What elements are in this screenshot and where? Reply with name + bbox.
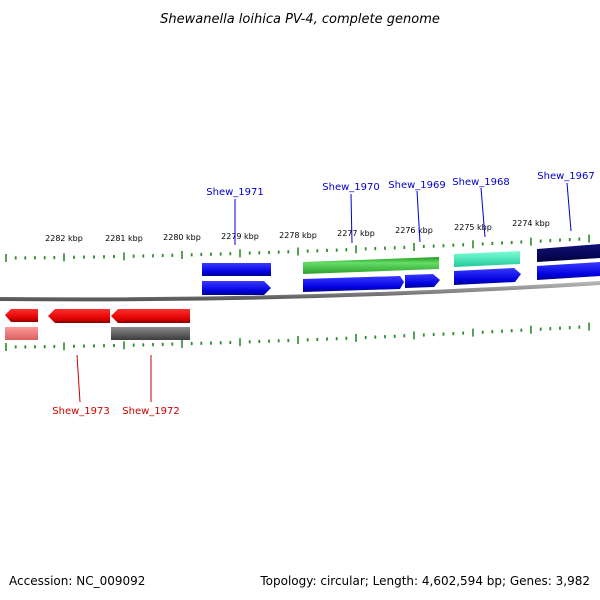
gene-label-shew-1969[interactable]: Shew_1969 bbox=[388, 180, 445, 191]
gene-shew-1970-inner[interactable] bbox=[303, 276, 404, 292]
map-title: Shewanella loihica PV-4, complete genome bbox=[160, 12, 440, 27]
gene-shew-1967-outer[interactable] bbox=[537, 244, 600, 262]
kbp-label-2278: 2278 kbp bbox=[279, 231, 317, 240]
gene-shew-1968-inner[interactable] bbox=[454, 268, 521, 285]
accession-text: Accession: NC_009092 bbox=[9, 574, 146, 588]
gene-label-shew-1972[interactable]: Shew_1972 bbox=[122, 406, 179, 417]
kbp-label-2275: 2275 kbp bbox=[454, 223, 492, 232]
kbp-label-2282: 2282 kbp bbox=[45, 234, 83, 243]
ruler-lower bbox=[5, 322, 590, 351]
gene-shew-1967-inner[interactable] bbox=[537, 262, 600, 280]
kbp-label-2274: 2274 kbp bbox=[512, 219, 550, 228]
gene-label-lines bbox=[76, 182, 572, 403]
gene-shew-1972-part-a[interactable] bbox=[48, 309, 110, 323]
gene-label-shew-1973[interactable]: Shew_1973 bbox=[52, 406, 109, 417]
kbp-label-2277: 2277 kbp bbox=[337, 229, 375, 238]
plus-strand-features bbox=[202, 244, 600, 295]
leader-shew-1973 bbox=[76, 354, 81, 403]
gene-shew-1968-outer[interactable] bbox=[454, 251, 520, 267]
topology-text: Topology: circular; Length: 4,602,594 bp… bbox=[260, 574, 590, 588]
gene-labels: Shew_1971 Shew_1970 Shew_1969 Shew_1968 … bbox=[52, 171, 594, 417]
minus-strand-features bbox=[5, 309, 190, 340]
leader-shew-1968 bbox=[480, 187, 486, 238]
genome-backbone bbox=[0, 281, 600, 302]
gene-label-shew-1971[interactable]: Shew_1971 bbox=[206, 187, 263, 198]
gene-label-shew-1967[interactable]: Shew_1967 bbox=[537, 171, 594, 182]
ruler-upper bbox=[5, 234, 590, 262]
gene-shew-1970-outer[interactable] bbox=[303, 257, 439, 274]
gene-label-shew-1970[interactable]: Shew_1970 bbox=[322, 182, 379, 193]
leader-shew-1970 bbox=[350, 193, 353, 244]
gene-shew-1973-outer[interactable] bbox=[5, 327, 38, 340]
kbp-label-2280: 2280 kbp bbox=[163, 233, 201, 242]
leader-shew-1969 bbox=[416, 190, 421, 243]
gene-shew-1969-inner[interactable] bbox=[405, 274, 440, 288]
gene-shew-1972-inner[interactable] bbox=[111, 309, 190, 323]
kbp-labels: 2282 kbp 2281 kbp 2280 kbp 2279 kbp 2278… bbox=[45, 219, 550, 243]
leader-shew-1967 bbox=[566, 182, 572, 232]
gene-shew-1972-outer[interactable] bbox=[111, 327, 190, 340]
gene-shew-1973-inner[interactable] bbox=[5, 309, 38, 322]
gene-label-shew-1968[interactable]: Shew_1968 bbox=[452, 177, 509, 188]
kbp-label-2276: 2276 kbp bbox=[395, 226, 433, 235]
gene-shew-1971-inner[interactable] bbox=[202, 281, 271, 295]
kbp-label-2281: 2281 kbp bbox=[105, 234, 143, 243]
gene-shew-1971-outer[interactable] bbox=[202, 263, 271, 276]
kbp-label-2279: 2279 kbp bbox=[221, 232, 259, 241]
